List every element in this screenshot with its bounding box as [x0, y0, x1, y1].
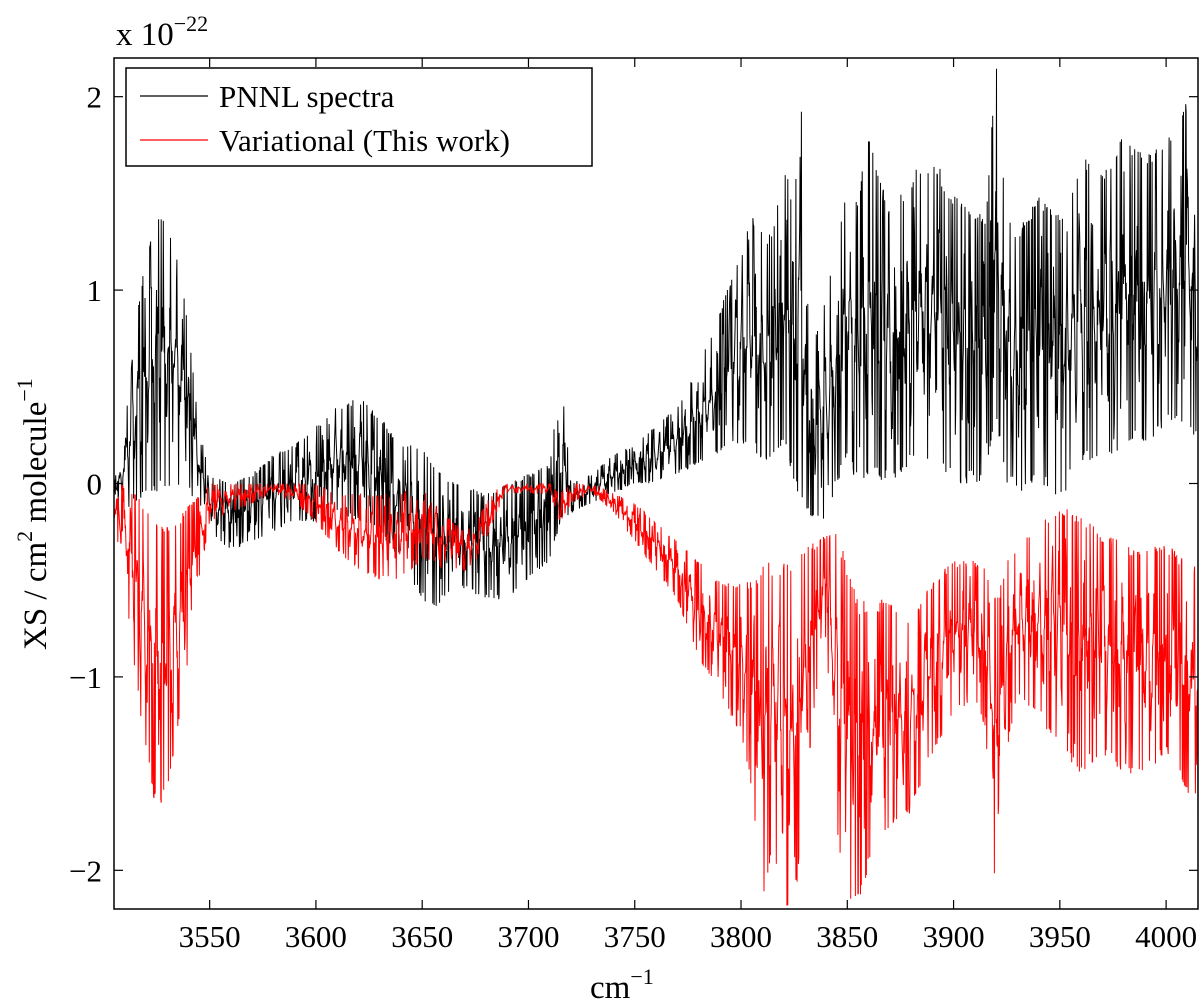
y-tick-label: −1: [69, 660, 102, 695]
y-axis-label: XS / cm2 molecule−1: [12, 378, 54, 650]
x-tick-label: 3800: [710, 919, 772, 954]
legend-label-variational: Variational (This work): [219, 123, 510, 158]
y-tick-label: −2: [69, 853, 102, 888]
x-tick-label: 3750: [604, 919, 666, 954]
x-label-power: −1: [630, 964, 653, 989]
y-tick-label: 0: [87, 467, 103, 502]
x-tick-label: 3600: [285, 919, 347, 954]
x-axis-ticks: 3550 3600 3650 3700 3750 3800 3850 3900 3950 4000: [179, 58, 1197, 954]
y-label-power1: 2: [12, 531, 37, 542]
exponent-base: x 10: [116, 17, 174, 53]
y-tick-label: 2: [87, 80, 103, 115]
plot-area: [114, 58, 1198, 909]
y-exponent-label: x 10−22: [116, 11, 208, 53]
legend-box: [125, 67, 593, 167]
legend: PNNL spectra Variational (This work): [125, 67, 593, 167]
y-tick-label: 1: [87, 273, 103, 308]
x-tick-label: 3850: [816, 919, 878, 954]
x-tick-label: 3900: [923, 919, 985, 954]
series-line-variational: [113, 482, 1199, 906]
x-tick-label: 3950: [1029, 919, 1091, 954]
exponent-power: −22: [174, 11, 208, 36]
legend-label-pnnl: PNNL spectra: [219, 79, 395, 114]
y-label-part2: molecule: [18, 402, 54, 531]
y-label-part1: XS / cm: [18, 542, 54, 651]
x-tick-label: 3550: [179, 919, 241, 954]
series-layer: [113, 68, 1199, 906]
y-label-power2: −1: [12, 378, 37, 401]
y-axis-ticks: −2 −1 0 1 2: [69, 80, 1198, 888]
x-axis-label: cm−1: [590, 964, 654, 1005]
x-label-base: cm: [590, 970, 631, 1005]
x-tick-label: 4000: [1135, 919, 1197, 954]
x-tick-label: 3700: [497, 919, 559, 954]
x-tick-label: 3650: [391, 919, 453, 954]
